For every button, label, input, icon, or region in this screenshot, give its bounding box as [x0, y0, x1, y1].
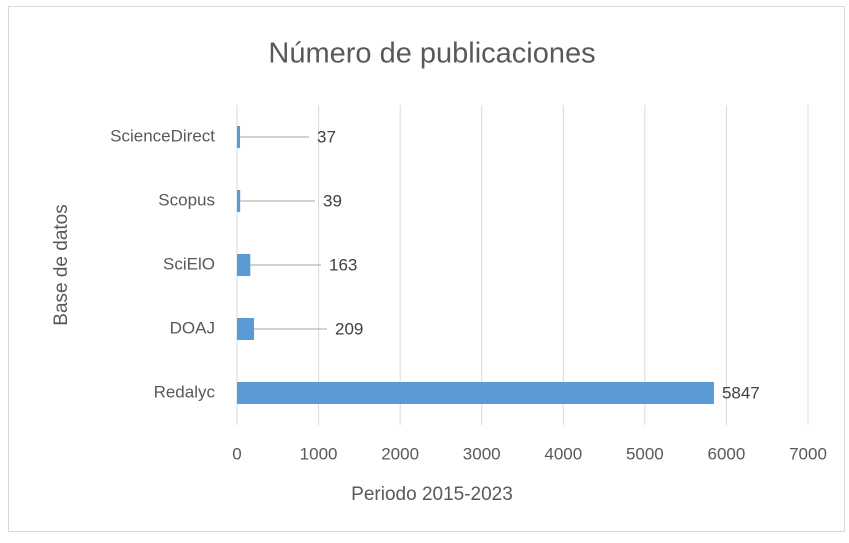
x-tick-label: 2000 [381, 444, 419, 463]
x-tick-label: 6000 [708, 444, 746, 463]
y-tick-label: SciElO [163, 254, 215, 273]
bar [237, 382, 714, 404]
x-axis-title: Periodo 2015-2023 [351, 484, 513, 505]
data-label: 209 [335, 319, 363, 338]
x-tick-label: 5000 [626, 444, 664, 463]
data-label: 5847 [722, 383, 760, 402]
x-tick-label: 1000 [300, 444, 338, 463]
x-tick-label: 4000 [544, 444, 582, 463]
bar [237, 190, 241, 212]
bar [237, 126, 241, 148]
y-tick-label: ScienceDirect [110, 126, 215, 145]
y-tick-label: Scopus [158, 190, 215, 209]
x-tick-label: 7000 [789, 444, 827, 463]
chart-frame [8, 6, 845, 532]
x-tick-label: 3000 [463, 444, 501, 463]
chart-title: Número de publicaciones [268, 38, 595, 70]
data-label: 39 [323, 191, 342, 210]
y-axis-title: Base de datos [51, 204, 72, 325]
y-tick-label: DOAJ [170, 318, 215, 337]
data-label: 163 [329, 255, 357, 274]
bar [237, 318, 255, 340]
x-tick-label: 0 [232, 444, 241, 463]
y-tick-label: Redalyc [154, 382, 216, 401]
data-label: 37 [317, 127, 336, 146]
bar [237, 254, 251, 276]
